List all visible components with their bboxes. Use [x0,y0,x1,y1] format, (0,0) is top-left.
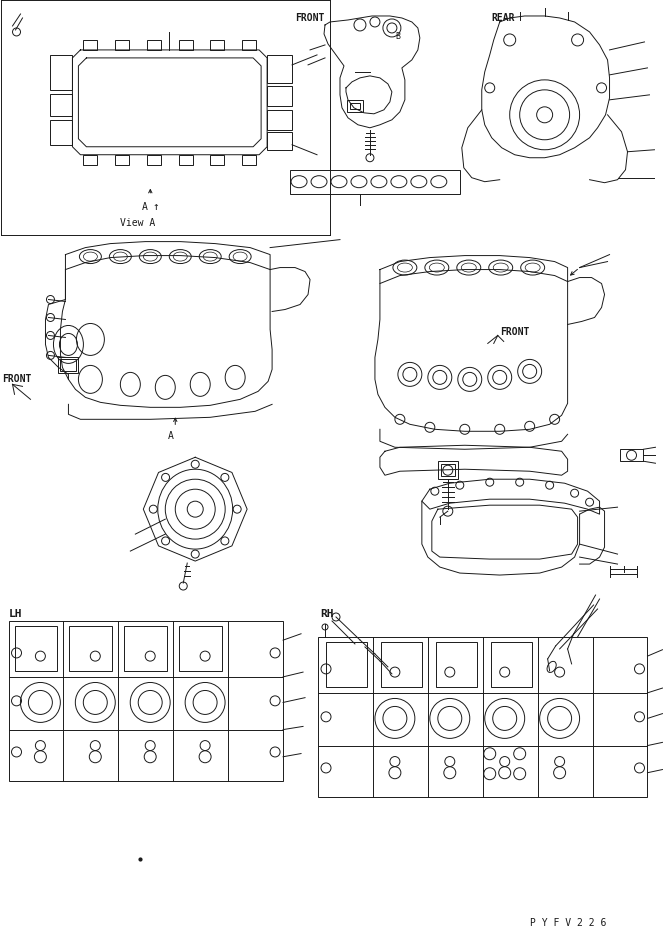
Text: FRONT: FRONT [3,374,32,385]
Bar [318,637,647,797]
Bar [124,626,167,670]
Text: LH: LH [9,609,22,619]
Text: View A: View A [120,218,155,228]
Bar [84,40,98,50]
Bar [179,155,193,165]
Bar [210,155,224,165]
Bar [50,94,72,115]
Bar [350,102,360,109]
Bar [15,626,58,670]
Text: FRONT: FRONT [500,328,529,337]
Text: B: B [395,32,400,41]
Bar [9,621,283,781]
Bar [441,465,455,477]
Bar [620,450,643,461]
Text: RH: RH [320,609,333,619]
Text: ↑: ↑ [152,202,159,211]
Bar [179,626,222,670]
Bar [84,155,98,165]
Bar [491,642,532,687]
Bar [436,642,477,687]
Bar [147,155,161,165]
Bar [438,461,457,479]
Bar [267,110,292,129]
Bar [58,358,78,373]
Text: REAR: REAR [492,13,515,23]
Bar [60,359,76,371]
Text: FRONT: FRONT [295,13,325,23]
Bar [179,40,193,50]
Bar [242,155,256,165]
Bar [115,40,129,50]
Bar [50,55,72,90]
Bar [242,40,256,50]
Bar [50,120,72,144]
Bar [267,132,292,150]
Bar [381,642,422,687]
Bar [290,169,459,194]
Bar [70,626,112,670]
Text: P Y F V 2 2 6: P Y F V 2 2 6 [530,919,606,928]
Bar [267,86,292,106]
Bar [267,55,292,83]
Bar [347,100,363,112]
Bar [147,40,161,50]
Text: A: A [168,431,174,441]
Bar [326,642,367,687]
Bar [115,155,129,165]
Text: A: A [142,202,148,211]
Bar [210,40,224,50]
